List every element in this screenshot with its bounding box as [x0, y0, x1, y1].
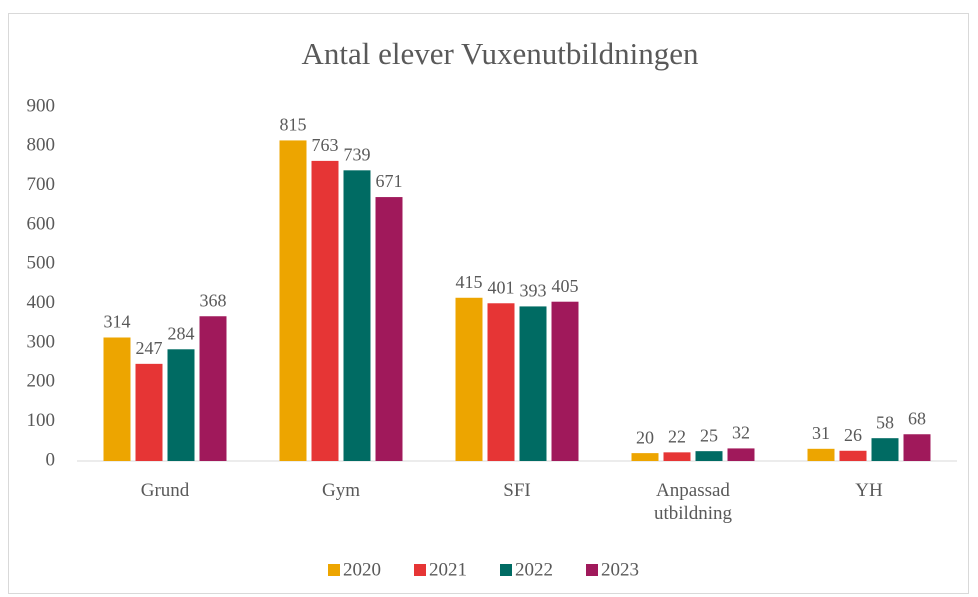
bar — [343, 170, 371, 461]
y-tick-label: 600 — [27, 213, 56, 234]
legend-swatch — [500, 564, 512, 576]
legend-swatch — [328, 564, 340, 576]
bar — [135, 363, 163, 461]
x-tick-label: Gym — [322, 480, 360, 501]
legend-label: 2022 — [515, 559, 553, 580]
bar — [311, 160, 339, 462]
bar — [727, 448, 755, 461]
legend-label: 2020 — [343, 559, 381, 580]
y-tick-label: 200 — [27, 371, 56, 392]
bar — [551, 301, 579, 461]
y-tick-label: 0 — [46, 449, 56, 470]
x-tick-label: YH — [855, 480, 883, 501]
bar — [375, 197, 403, 461]
bar — [839, 450, 867, 461]
data-label: 284 — [168, 323, 195, 343]
data-label: 393 — [520, 281, 547, 301]
data-label: 401 — [488, 277, 515, 297]
bar — [663, 452, 691, 461]
y-tick-label: 400 — [27, 292, 56, 313]
y-tick-label: 500 — [27, 253, 56, 274]
data-label: 415 — [456, 272, 483, 292]
data-label: 22 — [668, 426, 686, 446]
bar — [695, 451, 723, 461]
bar — [631, 453, 659, 461]
data-label: 405 — [552, 276, 579, 296]
bar — [199, 316, 227, 461]
data-label: 32 — [732, 423, 750, 443]
y-tick-label: 800 — [27, 135, 56, 156]
y-tick-label: 900 — [27, 95, 56, 116]
data-label: 763 — [312, 135, 339, 155]
legend-label: 2021 — [429, 559, 467, 580]
data-label: 739 — [344, 144, 371, 164]
data-label: 247 — [136, 338, 163, 358]
y-tick-label: 700 — [27, 174, 56, 195]
data-label: 31 — [812, 423, 830, 443]
y-tick-label: 100 — [27, 410, 56, 431]
bar — [519, 306, 547, 461]
x-tick-label: Anpassad utbildning — [653, 480, 733, 524]
bar — [871, 438, 899, 461]
bar — [167, 349, 195, 461]
data-label: 25 — [700, 425, 718, 445]
data-label: 20 — [636, 427, 654, 447]
y-tick-label: 300 — [27, 331, 56, 352]
bar — [487, 303, 515, 461]
data-label: 368 — [200, 290, 227, 310]
bar — [903, 434, 931, 461]
data-label: 26 — [844, 425, 862, 445]
legend-label: 2023 — [601, 559, 639, 580]
data-label: 314 — [104, 312, 131, 332]
data-label: 671 — [376, 171, 403, 191]
data-label: 58 — [876, 412, 894, 432]
legend-swatch — [414, 564, 426, 576]
data-label: 68 — [908, 408, 926, 428]
bar — [807, 448, 835, 461]
x-tick-label: SFI — [503, 480, 531, 501]
x-tick-label: Grund — [140, 480, 190, 501]
bar — [103, 337, 131, 461]
legend-swatch — [586, 564, 598, 576]
data-label: 815 — [280, 115, 307, 135]
bar — [455, 297, 483, 461]
bar — [279, 140, 307, 461]
chart-title: Antal elever Vuxenutbildningen — [301, 36, 699, 71]
